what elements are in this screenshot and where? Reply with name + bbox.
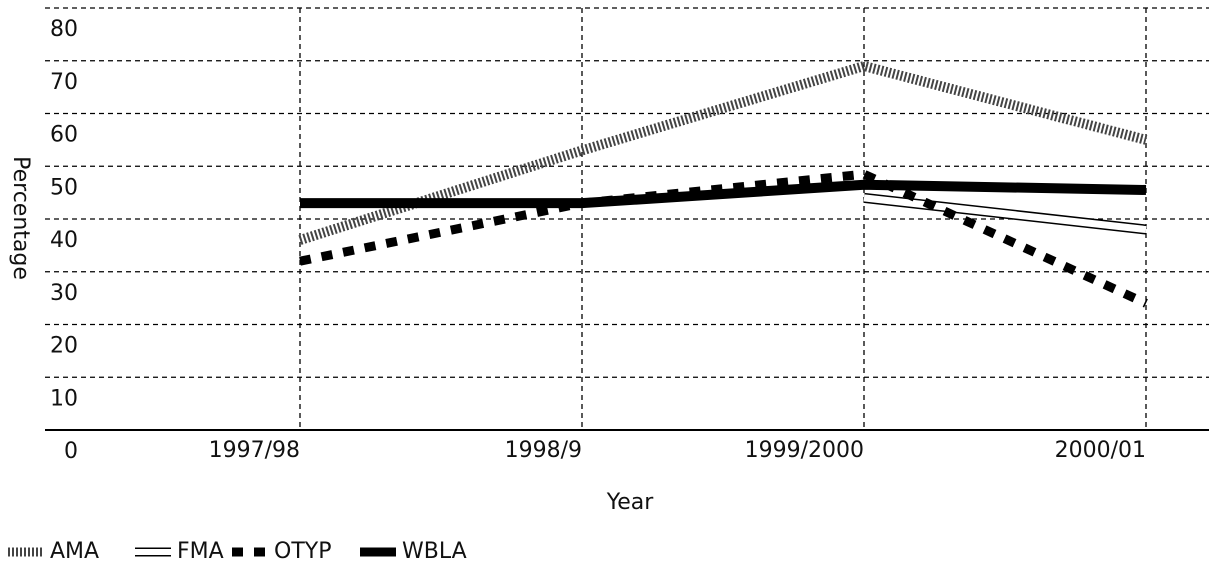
series-line — [299, 169, 1148, 308]
y-axis-title: Percentage — [8, 156, 33, 280]
legend-label: OTYP — [274, 539, 331, 564]
y-tick-label: 50 — [50, 175, 78, 200]
y-tick-label: 0 — [64, 439, 78, 464]
x-tick-label: 1997/98 — [209, 438, 300, 463]
series-line — [863, 194, 1147, 234]
y-tick-label: 80 — [50, 17, 78, 42]
x-tick-label: 1998/9 — [505, 438, 582, 463]
legend-label: AMA — [50, 539, 99, 564]
x-axis-title: Year — [606, 490, 655, 515]
y-tick-label: 60 — [50, 123, 78, 148]
y-tick-label: 20 — [50, 334, 78, 359]
series-line — [298, 60, 1148, 245]
y-tick-label: 40 — [50, 228, 78, 253]
x-tick-label: 1999/2000 — [745, 438, 864, 463]
legend-label: FMA — [177, 539, 224, 564]
series-line — [300, 179, 1147, 209]
x-tick-label: 2000/01 — [1055, 438, 1146, 463]
y-tick-label: 70 — [50, 70, 78, 95]
y-tick-label: 10 — [50, 386, 78, 411]
legend-label: WBLA — [402, 539, 467, 564]
y-tick-label: 30 — [50, 281, 78, 306]
